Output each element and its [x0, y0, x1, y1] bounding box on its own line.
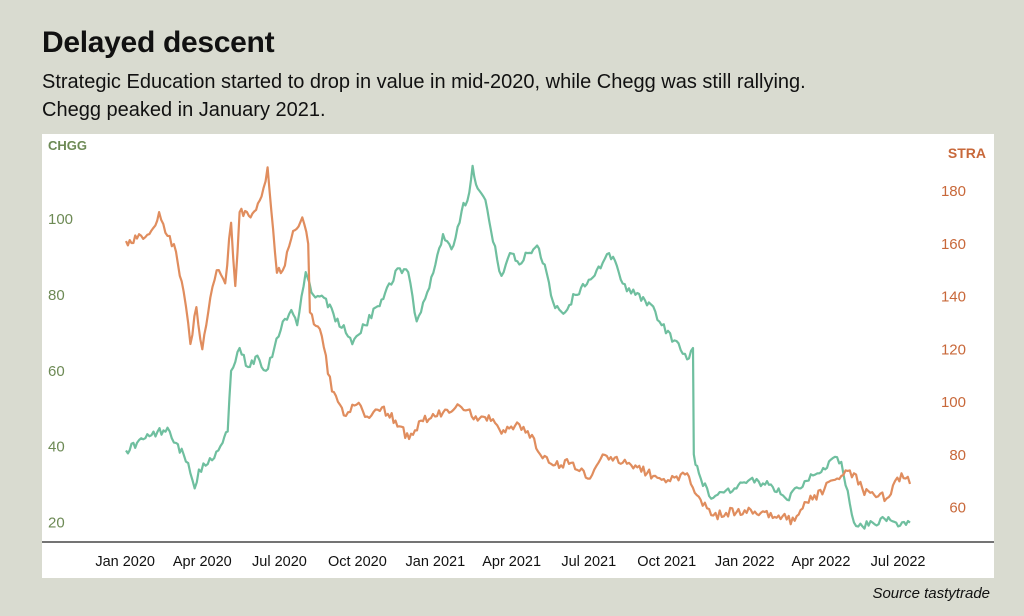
x-tick-label: Oct 2020 — [328, 554, 387, 570]
source-note: Source tastytrade — [872, 585, 990, 602]
right-axis-tick-label: 100 — [941, 394, 966, 411]
chart-subtitle: Strategic Education started to drop in v… — [42, 68, 962, 124]
right-axis-tick-label: 160 — [941, 236, 966, 253]
right-axis-tick-label: 140 — [941, 289, 966, 306]
series-line-chgg — [125, 164, 911, 530]
right-axis-tick-label: 120 — [941, 341, 966, 358]
subtitle-line-1: Strategic Education started to drop in v… — [42, 71, 806, 93]
series-line-stra — [124, 166, 912, 526]
left-axis-tick-label: 20 — [48, 515, 65, 532]
chart-panel: Jan 2020 Apr 2020 Jul 2020 Oct 2020 Jan 2021… — [42, 134, 994, 578]
x-tick-label: Jan 2021 — [406, 554, 466, 570]
right-axis-tick-label: 180 — [941, 183, 966, 200]
left-axis-tick-label: 100 — [48, 211, 73, 228]
left-axis-tick-label: 40 — [48, 439, 65, 456]
right-axis-tick-label: 80 — [949, 447, 966, 464]
x-tick-label: Jan 2022 — [715, 554, 775, 570]
x-tick-label: Jan 2020 — [95, 554, 155, 570]
subtitle-line-2: Chegg peaked in January 2021. — [42, 99, 326, 121]
left-axis-tick-label: 60 — [48, 363, 65, 380]
x-tick-label: Jul 2020 — [252, 554, 307, 570]
chart-title: Delayed descent — [42, 26, 275, 59]
x-tick-label: Apr 2020 — [173, 554, 232, 570]
right-axis-tick-label: 60 — [949, 500, 966, 517]
left-axis-title: CHGG — [48, 138, 87, 153]
x-tick-label: Jul 2022 — [871, 554, 926, 570]
x-tick-label: Apr 2021 — [482, 554, 541, 570]
dual-axis-line-chart: Jan 2020 Apr 2020 Jul 2020 Oct 2020 Jan 2021… — [42, 138, 994, 570]
left-axis-tick-label: 80 — [48, 287, 65, 304]
x-tick-label: Oct 2021 — [637, 554, 696, 570]
x-tick-label: Jul 2021 — [561, 554, 616, 570]
x-tick-label: Apr 2022 — [792, 554, 851, 570]
right-axis-title: STRA — [948, 145, 986, 161]
